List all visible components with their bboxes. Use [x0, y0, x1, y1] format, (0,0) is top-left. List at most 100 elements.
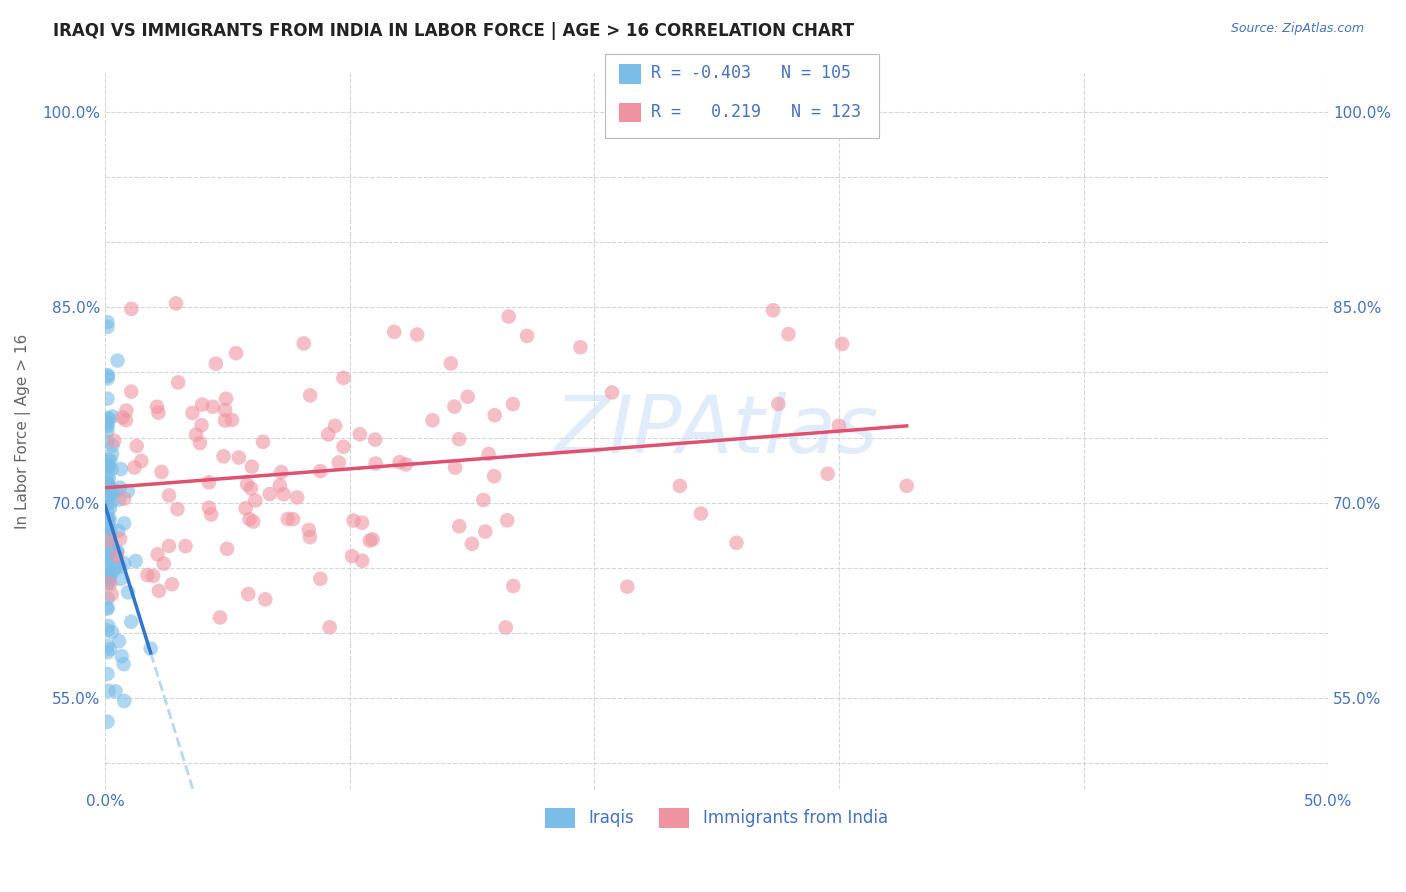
Point — [768, 397, 790, 411]
Point — [96, 504, 118, 518]
Point — [98, 571, 121, 585]
Point — [157, 488, 180, 502]
Point — [181, 406, 204, 420]
Point — [96, 419, 118, 434]
Point — [382, 325, 405, 339]
Point — [96, 392, 118, 406]
Text: Source: ZipAtlas.com: Source: ZipAtlas.com — [1230, 22, 1364, 36]
Point — [157, 539, 180, 553]
Point — [495, 620, 517, 634]
Point — [309, 464, 332, 478]
Point — [96, 475, 118, 490]
Point — [270, 465, 292, 479]
Point — [472, 493, 495, 508]
Point — [364, 457, 387, 471]
Point — [502, 397, 524, 411]
Point — [111, 410, 134, 425]
Point — [107, 559, 129, 574]
Point — [108, 559, 131, 574]
Point — [200, 508, 222, 522]
Point — [239, 482, 262, 496]
Point — [104, 561, 127, 575]
Point — [97, 574, 120, 589]
Point — [125, 439, 148, 453]
Point — [245, 493, 267, 508]
Point — [342, 514, 364, 528]
Point — [97, 570, 120, 584]
Point — [146, 400, 169, 414]
Point — [350, 516, 373, 530]
Point — [328, 455, 350, 469]
Point — [96, 484, 118, 499]
Point — [112, 694, 135, 708]
Y-axis label: In Labor Force | Age > 16: In Labor Force | Age > 16 — [15, 334, 31, 529]
Point — [690, 507, 713, 521]
Point — [97, 563, 120, 577]
Point — [461, 537, 484, 551]
Point — [112, 657, 135, 672]
Point — [112, 491, 135, 506]
Point — [215, 392, 238, 406]
Point — [831, 336, 853, 351]
Point — [259, 487, 281, 501]
Point — [98, 488, 121, 502]
Point — [97, 556, 120, 570]
Point — [97, 452, 120, 467]
Point — [101, 462, 124, 476]
Point — [388, 455, 411, 469]
Point — [669, 479, 692, 493]
Point — [124, 460, 146, 475]
Point — [201, 400, 224, 414]
Point — [97, 568, 120, 582]
Point — [214, 403, 236, 417]
Point — [97, 619, 120, 633]
Point — [215, 541, 238, 556]
Point — [96, 645, 118, 659]
Point — [349, 427, 371, 442]
Point — [762, 303, 785, 318]
Point — [97, 555, 120, 569]
Point — [225, 346, 247, 360]
Point — [165, 296, 187, 310]
Point — [96, 520, 118, 534]
Point — [281, 512, 304, 526]
Point — [98, 512, 121, 526]
Point — [105, 545, 128, 559]
Point — [96, 547, 118, 561]
Point — [97, 471, 120, 485]
Point — [98, 537, 121, 551]
Point — [98, 501, 121, 516]
Point — [96, 518, 118, 533]
Point — [103, 434, 125, 448]
Point — [474, 524, 496, 539]
Point — [96, 591, 118, 606]
Point — [97, 545, 120, 559]
Point — [105, 549, 128, 564]
Point — [361, 533, 384, 547]
Point — [136, 568, 159, 582]
Point — [107, 492, 129, 507]
Point — [359, 533, 381, 548]
Point — [269, 478, 291, 492]
Point — [447, 432, 470, 446]
Point — [96, 460, 118, 475]
Point — [98, 528, 121, 542]
Point — [120, 301, 142, 316]
Point — [235, 501, 257, 516]
Point — [125, 554, 148, 568]
Point — [98, 642, 121, 657]
Point — [318, 620, 340, 634]
Point — [96, 484, 118, 499]
Point — [443, 400, 465, 414]
Point — [97, 512, 120, 526]
Point — [166, 502, 188, 516]
Point — [273, 487, 295, 501]
Point — [298, 530, 321, 544]
Point — [725, 536, 748, 550]
Point — [188, 436, 211, 450]
Point — [111, 649, 134, 664]
Point — [395, 458, 418, 472]
Point — [569, 340, 592, 354]
Point — [97, 412, 120, 426]
Point — [167, 376, 190, 390]
